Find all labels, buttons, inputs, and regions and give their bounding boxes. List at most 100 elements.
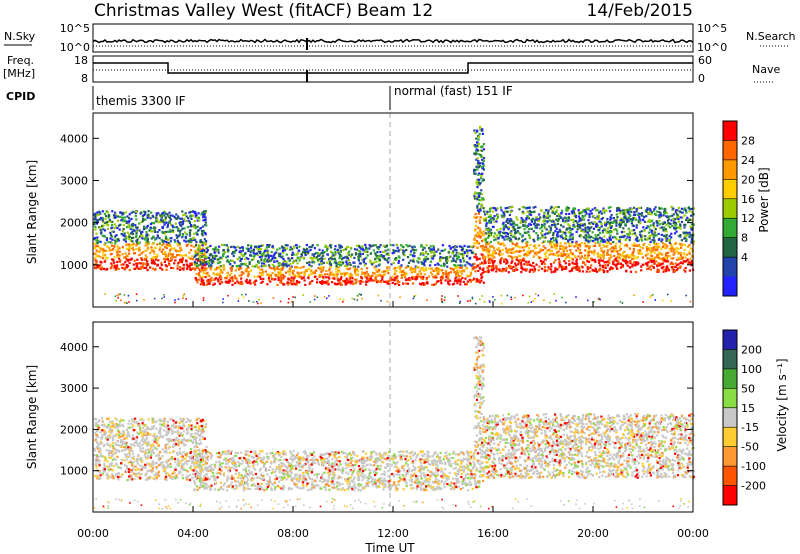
power-cell: [679, 224, 682, 227]
power-cell: [511, 258, 514, 261]
power-cell: [554, 270, 557, 273]
power-cell: [97, 239, 100, 243]
power-cell: [615, 222, 618, 225]
power-cell: [431, 257, 435, 260]
power-cell: [375, 260, 378, 263]
power-cell: [217, 251, 220, 254]
power-cell: [176, 254, 179, 257]
power-cell: [577, 224, 580, 227]
power-cell: [482, 168, 485, 171]
power-cell: [550, 263, 553, 266]
power-cell: [126, 220, 129, 223]
power-cell: [477, 194, 480, 197]
power-cell: [266, 260, 269, 263]
power-cell: [269, 274, 272, 277]
power-cell: [605, 245, 608, 248]
power-cell: [477, 192, 480, 195]
power-cell: [147, 210, 150, 213]
power-cell: [376, 274, 379, 277]
power-cell: [402, 252, 405, 255]
velocity-cell: [139, 447, 142, 450]
power-cell: [583, 222, 586, 226]
power-cell: [290, 301, 293, 303]
power-cell: [544, 258, 547, 261]
power-cell: [593, 258, 596, 261]
power-cell: [428, 247, 431, 250]
power-cell: [659, 257, 662, 261]
power-cell: [94, 246, 97, 250]
power-cell: [412, 270, 415, 273]
power-cell: [605, 209, 608, 212]
power-cell: [649, 228, 652, 231]
power-cell: [536, 226, 539, 229]
power-cell: [115, 234, 118, 237]
power-cell: [441, 300, 443, 302]
power-cell: [628, 247, 631, 250]
power-cell: [93, 238, 96, 241]
power-cell: [466, 274, 469, 277]
power-cell: [252, 258, 255, 261]
power-colorbar-swatch: [723, 257, 737, 278]
power-cell: [172, 225, 175, 229]
power-cell: [126, 231, 129, 234]
power-cell: [304, 270, 307, 273]
power-cell: [532, 239, 535, 242]
power-cell: [580, 242, 583, 245]
power-cell: [605, 229, 608, 232]
power-cell: [530, 268, 533, 271]
power-cell: [94, 245, 97, 248]
power-cell: [130, 224, 133, 227]
power-cell: [298, 249, 301, 252]
power-cell: [543, 213, 546, 216]
power-cell: [203, 210, 206, 213]
power-cell: [361, 280, 364, 283]
power-cell: [113, 245, 116, 248]
power-cell: [415, 276, 418, 279]
power-cell: [457, 295, 459, 297]
power-cell: [652, 236, 655, 239]
power-cell: [520, 265, 523, 268]
power-cell: [481, 167, 484, 170]
power-cell: [634, 270, 637, 274]
power-cell: [163, 232, 167, 235]
power-cell: [397, 249, 400, 252]
power-cell: [384, 270, 387, 273]
power-cell: [344, 256, 347, 259]
power-cell: [98, 250, 101, 253]
power-cell: [247, 273, 250, 276]
power-cell: [345, 246, 348, 249]
power-cell: [666, 255, 669, 258]
power-cell: [686, 259, 689, 262]
power-cell: [179, 258, 182, 261]
power-cell: [473, 152, 476, 155]
power-cell: [258, 298, 260, 301]
power-cell: [690, 228, 693, 231]
power-cell: [364, 272, 367, 275]
power-cell: [477, 264, 480, 267]
nave-label: Nave: [752, 63, 780, 76]
power-cell: [432, 283, 436, 286]
power-cell: [457, 275, 461, 278]
power-cell: [403, 273, 406, 276]
velocity-cell: [173, 422, 176, 425]
power-cell: [512, 220, 515, 223]
power-cell: [184, 236, 188, 240]
power-cell: [156, 231, 159, 234]
power-cell: [135, 244, 138, 247]
power-cell: [649, 257, 652, 261]
power-cell: [139, 231, 143, 234]
power-cell: [142, 251, 145, 254]
power-cell: [651, 294, 654, 296]
power-cell: [504, 207, 507, 210]
power-cell: [646, 208, 649, 211]
power-cell: [605, 261, 608, 264]
power-cell: [204, 210, 207, 213]
power-cell: [364, 246, 368, 249]
power-cell: [503, 258, 506, 261]
power-cell: [627, 254, 630, 257]
power-cell: [445, 257, 448, 260]
power-cell: [97, 254, 100, 257]
power-cell: [474, 266, 477, 269]
power-cell: [209, 258, 212, 261]
cpid-mode-2: normal (fast) 151 IF: [394, 84, 513, 98]
